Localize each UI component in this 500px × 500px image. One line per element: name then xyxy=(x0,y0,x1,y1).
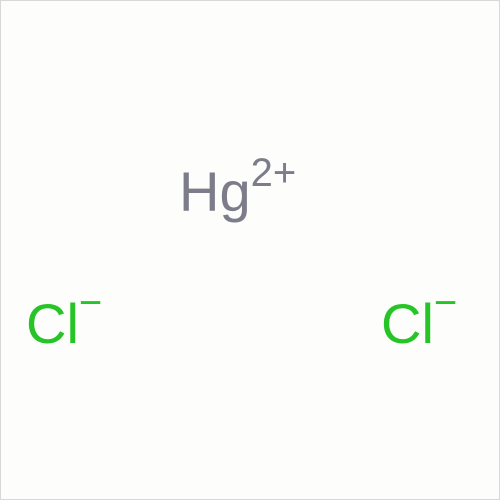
atom-chlorine-right: Cl− xyxy=(381,291,457,356)
element-symbol: Cl xyxy=(26,291,79,356)
element-symbol: Hg xyxy=(179,159,251,224)
charge-label: − xyxy=(434,281,457,326)
element-symbol: Cl xyxy=(381,291,434,356)
atom-mercury: Hg2+ xyxy=(179,159,296,224)
atom-chlorine-left: Cl− xyxy=(26,291,102,356)
charge-label: 2+ xyxy=(251,151,297,196)
charge-label: − xyxy=(79,281,102,326)
